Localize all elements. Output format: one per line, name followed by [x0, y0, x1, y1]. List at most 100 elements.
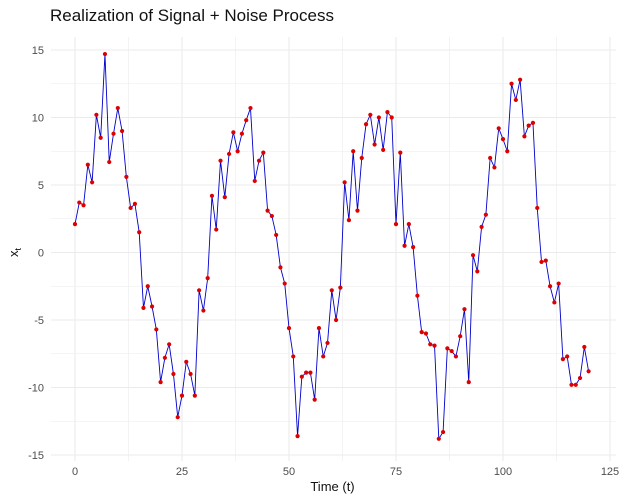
data-point: [411, 245, 416, 250]
data-point: [162, 355, 167, 360]
series-line: [74, 53, 590, 440]
data-point: [333, 317, 339, 323]
data-point: [167, 342, 172, 347]
data-point: [393, 222, 399, 227]
data-point: [248, 105, 253, 111]
y-tick-label: 0: [38, 248, 44, 260]
data-point: [119, 128, 125, 134]
data-point: [282, 281, 287, 286]
data-point: [385, 110, 390, 115]
data-point: [107, 159, 112, 165]
data-point: [552, 300, 557, 305]
x-tick-label: 75: [390, 466, 402, 478]
data-point: [547, 284, 553, 289]
data-point: [205, 276, 210, 281]
data-point: [209, 193, 215, 198]
data-point: [115, 105, 120, 111]
y-tick-label: -5: [34, 315, 44, 327]
data-point: [77, 200, 82, 205]
data-point: [145, 284, 150, 289]
data-point: [81, 203, 86, 208]
x-tick-labels: 0 25 50 75 100 125: [72, 466, 619, 478]
y-tick-label: 10: [32, 113, 44, 125]
data-point: [342, 180, 347, 185]
data-point: [291, 354, 296, 359]
data-point: [286, 326, 292, 331]
data-point: [402, 243, 407, 248]
major-gridlines: [51, 37, 616, 461]
chart-title: Realization of Signal + Noise Process: [50, 6, 334, 25]
data-point: [398, 150, 403, 155]
data-point: [312, 397, 317, 402]
y-tick-label: -15: [28, 450, 44, 462]
data-point: [316, 326, 322, 331]
data-point: [137, 230, 142, 235]
data-point: [500, 137, 506, 142]
y-tick-label: 5: [38, 180, 44, 192]
data-point: [496, 126, 501, 131]
data-point: [436, 436, 441, 441]
data-point: [453, 354, 459, 359]
data-point: [329, 288, 334, 293]
data-point: [197, 288, 202, 293]
data-point: [98, 135, 103, 140]
data-point: [321, 354, 326, 359]
data-point: [192, 393, 197, 398]
data-point: [351, 149, 356, 154]
data-point: [102, 51, 108, 57]
data-point: [171, 371, 176, 377]
data-point: [381, 147, 386, 152]
data-point: [244, 118, 249, 123]
data-point: [175, 415, 180, 420]
data-point: [577, 375, 583, 381]
data-point: [505, 149, 510, 154]
data-point: [530, 120, 536, 125]
data-point: [124, 174, 129, 179]
data-point: [141, 305, 146, 310]
data-point: [368, 112, 373, 117]
data-point: [132, 201, 138, 206]
data-point: [355, 208, 360, 213]
data-point: [513, 97, 518, 103]
data-point: [449, 348, 454, 354]
x-tick-label: 50: [283, 466, 295, 478]
x-axis-label: Time (t): [310, 479, 354, 494]
data-point: [90, 180, 95, 185]
data-point: [149, 304, 155, 309]
data-point: [406, 222, 411, 227]
y-tick-label: -10: [28, 383, 44, 395]
data-point: [226, 151, 232, 157]
data-point: [359, 155, 364, 161]
data-point: [201, 308, 206, 313]
data-point: [295, 434, 300, 439]
data-point: [214, 227, 219, 232]
data-point: [363, 122, 369, 127]
data-point: [261, 150, 266, 155]
data-point: [85, 162, 90, 167]
data-point: [466, 380, 471, 385]
data-point: [218, 158, 223, 163]
data-point: [483, 212, 488, 217]
minor-gridlines: [51, 37, 616, 461]
data-point: [470, 253, 476, 258]
data-point: [372, 142, 377, 147]
data-point: [184, 359, 189, 364]
y-axis-label: xt: [6, 248, 23, 258]
data-point: [299, 374, 304, 379]
data-point: [415, 293, 420, 298]
data-point: [346, 218, 352, 223]
data-point: [94, 112, 99, 117]
data-point: [188, 371, 193, 377]
data-point: [428, 342, 433, 347]
data-point: [269, 213, 274, 219]
data-point: [475, 269, 480, 274]
data-point: [569, 382, 574, 387]
data-point: [573, 382, 578, 387]
data-point: [560, 357, 566, 362]
data-point: [526, 123, 531, 128]
data-point: [423, 331, 429, 336]
data-point: [462, 307, 467, 312]
data-point: [111, 131, 116, 136]
data-point: [231, 130, 236, 135]
data-point: [338, 285, 343, 290]
